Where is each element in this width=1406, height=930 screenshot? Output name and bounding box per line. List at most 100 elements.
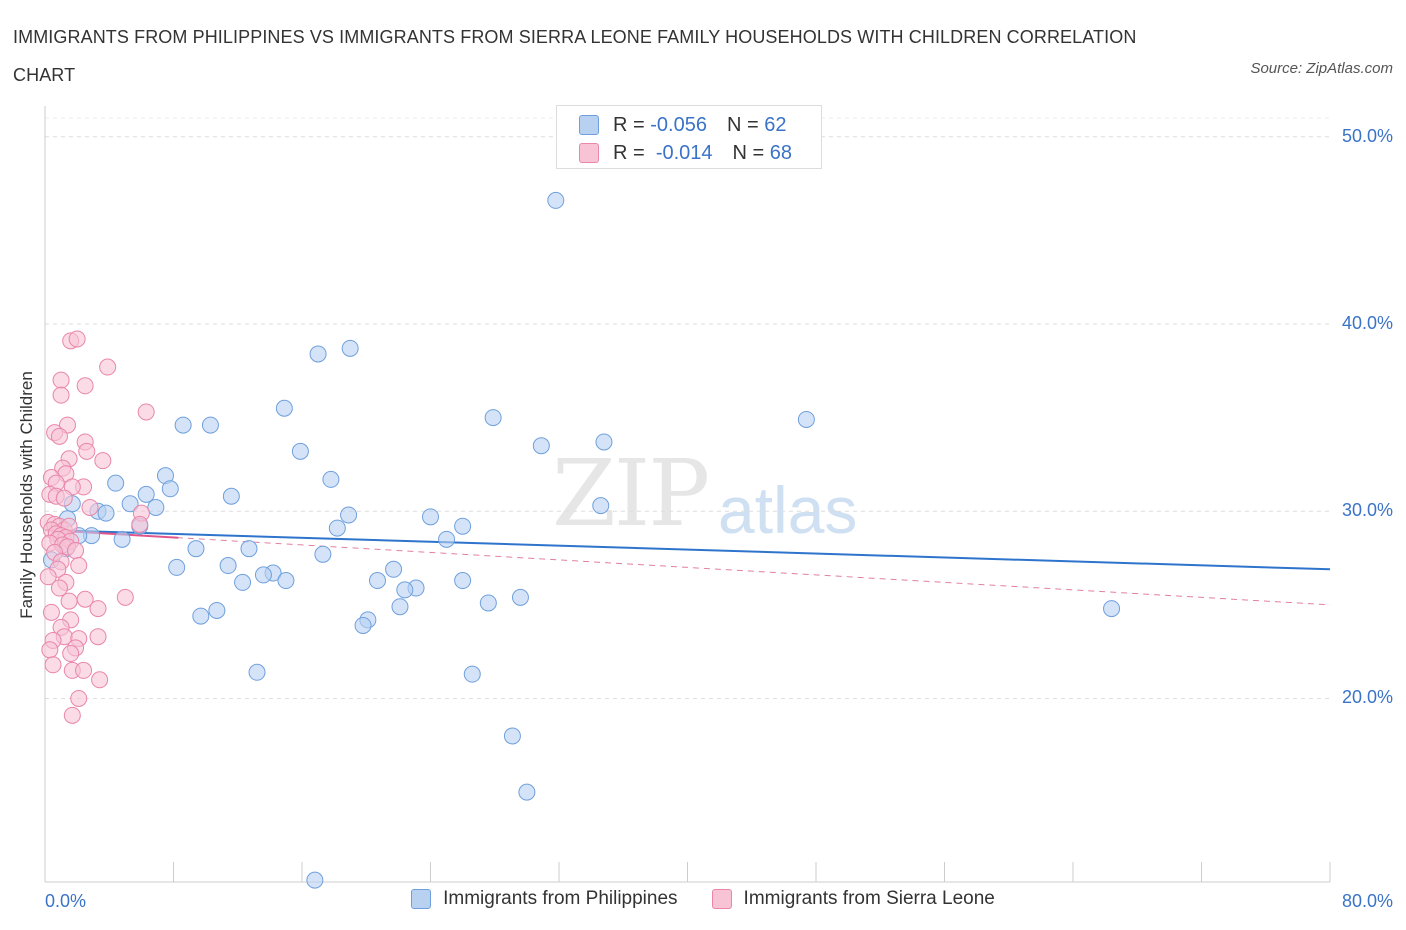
point-sierra-leone	[41, 641, 59, 659]
point-sierra-leone	[60, 592, 78, 610]
trend-line-sierra-leone	[44, 529, 1331, 606]
point-philippines	[168, 558, 186, 576]
series-legend: Immigrants from Philippines Immigrants f…	[0, 888, 1406, 910]
point-philippines	[1103, 600, 1121, 618]
y-axis-label: Family Households with Children	[17, 371, 36, 619]
point-sierra-leone	[50, 427, 68, 445]
data-points	[39, 191, 1121, 889]
point-sierra-leone	[42, 603, 60, 621]
point-sierra-leone	[91, 671, 109, 689]
point-philippines	[532, 437, 550, 455]
point-philippines	[309, 345, 327, 363]
point-philippines	[592, 497, 610, 515]
point-philippines	[463, 665, 481, 683]
point-philippines	[385, 560, 403, 578]
correlation-legend: R = -0.056 N = 62 R = -0.014 N = 68	[556, 105, 822, 169]
trend-line-philippines	[44, 528, 1331, 571]
legend-n-label: N =	[726, 113, 759, 136]
series-swatch-philippines	[411, 889, 432, 909]
point-philippines	[368, 572, 386, 590]
y-tick-label: 40.0%	[1341, 312, 1393, 333]
point-philippines	[208, 601, 226, 619]
point-philippines	[222, 487, 240, 505]
point-philippines	[121, 495, 139, 513]
point-philippines	[328, 519, 346, 537]
point-sierra-leone	[62, 645, 80, 663]
point-sierra-leone	[78, 442, 96, 460]
point-philippines	[113, 530, 131, 548]
point-sierra-leone	[89, 628, 107, 646]
point-philippines	[340, 506, 358, 524]
point-philippines	[797, 410, 815, 428]
watermark-atlas: atlas	[718, 473, 858, 547]
point-philippines	[219, 557, 237, 575]
series-legend-label: Immigrants from Philippines	[443, 888, 678, 909]
y-tick-label: 30.0%	[1341, 500, 1393, 521]
point-philippines	[479, 594, 497, 612]
point-sierra-leone	[67, 542, 85, 560]
point-sierra-leone	[44, 656, 62, 674]
point-philippines	[511, 588, 529, 606]
point-philippines	[454, 572, 472, 590]
legend-row-sierra-leone: R = -0.014 N = 68	[579, 139, 792, 167]
point-sierra-leone	[70, 557, 88, 575]
point-sierra-leone	[63, 706, 81, 724]
gridlines	[45, 117, 1330, 699]
legend-n-label: N =	[732, 141, 765, 164]
point-philippines	[422, 508, 439, 526]
point-philippines	[137, 485, 155, 503]
point-philippines	[161, 480, 179, 498]
legend-row-philippines: R = -0.056 N = 62	[579, 111, 786, 139]
point-philippines	[354, 616, 372, 634]
point-sierra-leone	[39, 568, 57, 586]
point-sierra-leone	[89, 600, 107, 618]
legend-swatch-sierra-leone	[579, 143, 599, 163]
point-philippines	[518, 783, 536, 801]
point-sierra-leone	[55, 489, 73, 507]
point-sierra-leone	[70, 689, 88, 707]
y-tick-label: 50.0%	[1341, 125, 1393, 146]
point-philippines	[277, 572, 295, 590]
series-swatch-sierra-leone	[711, 889, 732, 909]
point-sierra-leone	[52, 386, 70, 404]
point-philippines	[314, 545, 332, 563]
point-sierra-leone	[52, 371, 70, 389]
point-sierra-leone	[76, 377, 94, 395]
legend-r-label: R =	[613, 113, 645, 136]
legend-n-value: 62	[764, 113, 787, 136]
point-philippines	[306, 871, 324, 889]
point-philippines	[234, 573, 252, 591]
point-philippines	[396, 581, 414, 599]
legend-r-value: -0.056	[650, 113, 707, 136]
point-sierra-leone	[94, 452, 112, 470]
point-sierra-leone	[137, 403, 155, 421]
series-legend-label: Immigrants from Sierra Leone	[743, 888, 995, 909]
legend-n-value: 68	[769, 141, 793, 164]
point-philippines	[595, 433, 613, 451]
series-legend-philippines: Immigrants from Philippines	[411, 888, 678, 910]
point-philippines	[107, 474, 125, 492]
x-tick-label-right: 80.0%	[1341, 891, 1393, 911]
legend-swatch-philippines	[579, 115, 599, 135]
point-sierra-leone	[81, 498, 99, 516]
point-philippines	[187, 540, 205, 558]
point-sierra-leone	[50, 579, 68, 597]
point-philippines	[454, 517, 472, 535]
point-philippines	[291, 442, 309, 460]
point-philippines	[192, 607, 210, 625]
point-sierra-leone	[116, 588, 134, 606]
watermark-zip: ZIP	[552, 440, 710, 547]
chart-source: Source: ZipAtlas.com	[1250, 60, 1393, 77]
point-philippines	[503, 727, 521, 745]
point-philippines	[97, 504, 115, 522]
point-sierra-leone	[75, 661, 93, 679]
chart-title: IMMIGRANTS FROM PHILIPPINES VS IMMIGRANT…	[13, 27, 1137, 85]
point-philippines	[484, 409, 502, 427]
point-philippines	[254, 566, 272, 584]
x-tick-label-left: 0.0%	[45, 891, 87, 911]
y-tick-label: 20.0%	[1341, 687, 1393, 708]
point-philippines	[174, 416, 192, 434]
point-sierra-leone	[131, 515, 149, 533]
point-philippines	[147, 498, 165, 516]
legend-r-label: R =	[613, 141, 645, 164]
